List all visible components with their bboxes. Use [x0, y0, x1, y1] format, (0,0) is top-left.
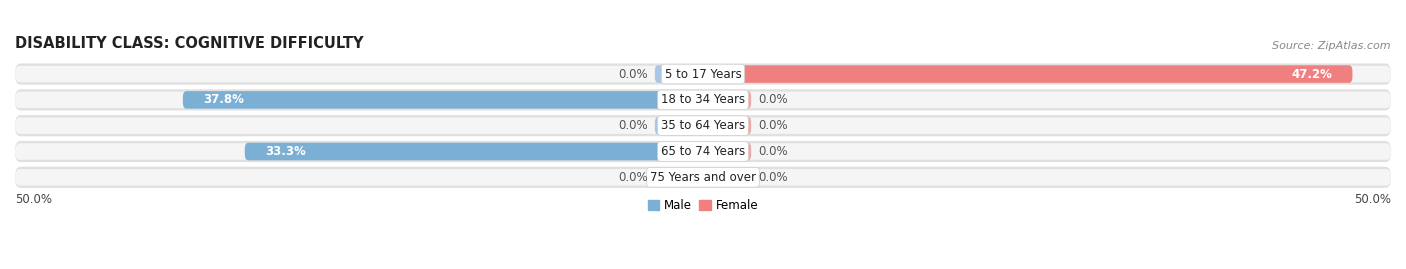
Text: 0.0%: 0.0%	[619, 171, 648, 184]
FancyBboxPatch shape	[245, 143, 703, 160]
Text: 0.0%: 0.0%	[619, 119, 648, 132]
FancyBboxPatch shape	[655, 169, 703, 186]
Text: 0.0%: 0.0%	[758, 171, 787, 184]
Text: Source: ZipAtlas.com: Source: ZipAtlas.com	[1272, 41, 1391, 51]
FancyBboxPatch shape	[15, 115, 1391, 136]
FancyBboxPatch shape	[15, 118, 1391, 134]
FancyBboxPatch shape	[655, 117, 703, 134]
FancyBboxPatch shape	[703, 91, 751, 109]
Text: 33.3%: 33.3%	[266, 145, 307, 158]
FancyBboxPatch shape	[15, 66, 1391, 82]
Text: 0.0%: 0.0%	[619, 68, 648, 80]
FancyBboxPatch shape	[15, 169, 1391, 186]
FancyBboxPatch shape	[183, 91, 703, 109]
Text: 0.0%: 0.0%	[758, 145, 787, 158]
FancyBboxPatch shape	[15, 92, 1391, 108]
Text: 18 to 34 Years: 18 to 34 Years	[661, 93, 745, 106]
Text: 50.0%: 50.0%	[15, 193, 52, 206]
Text: 35 to 64 Years: 35 to 64 Years	[661, 119, 745, 132]
Legend: Male, Female: Male, Female	[643, 194, 763, 217]
Text: 47.2%: 47.2%	[1291, 68, 1331, 80]
Text: 0.0%: 0.0%	[758, 119, 787, 132]
FancyBboxPatch shape	[15, 89, 1391, 111]
FancyBboxPatch shape	[703, 143, 751, 160]
FancyBboxPatch shape	[15, 143, 1391, 160]
Text: 75 Years and over: 75 Years and over	[650, 171, 756, 184]
Text: 50.0%: 50.0%	[1354, 193, 1391, 206]
FancyBboxPatch shape	[15, 141, 1391, 162]
Text: 0.0%: 0.0%	[758, 93, 787, 106]
FancyBboxPatch shape	[703, 117, 751, 134]
FancyBboxPatch shape	[15, 63, 1391, 85]
Text: 37.8%: 37.8%	[204, 93, 245, 106]
FancyBboxPatch shape	[703, 65, 1353, 83]
Text: 65 to 74 Years: 65 to 74 Years	[661, 145, 745, 158]
FancyBboxPatch shape	[15, 167, 1391, 188]
Text: DISABILITY CLASS: COGNITIVE DIFFICULTY: DISABILITY CLASS: COGNITIVE DIFFICULTY	[15, 36, 364, 51]
FancyBboxPatch shape	[655, 65, 703, 83]
FancyBboxPatch shape	[703, 169, 751, 186]
Text: 5 to 17 Years: 5 to 17 Years	[665, 68, 741, 80]
